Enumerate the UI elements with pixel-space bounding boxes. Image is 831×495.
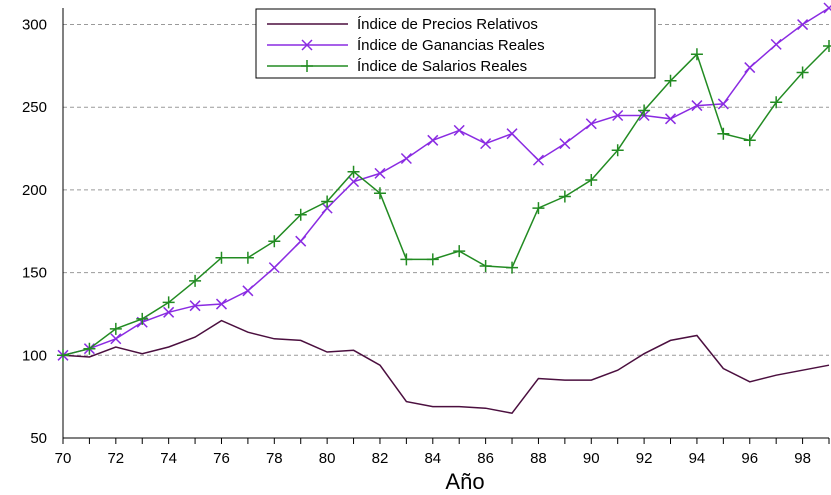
y-tick-label: 300	[22, 17, 47, 34]
data-point	[189, 300, 201, 312]
data-point	[744, 62, 756, 74]
y-tick-label: 250	[22, 99, 47, 116]
data-point	[215, 251, 228, 264]
data-point	[770, 96, 783, 109]
data-point	[611, 144, 624, 157]
data-point	[136, 312, 149, 325]
data-point	[242, 285, 254, 297]
data-point	[823, 2, 831, 14]
data-point	[268, 235, 281, 248]
x-tick-label: 82	[372, 450, 389, 467]
data-point	[400, 253, 413, 266]
data-point	[532, 154, 544, 166]
data-point	[558, 190, 571, 203]
data-point	[796, 66, 809, 79]
data-point	[691, 100, 703, 112]
data-point	[532, 202, 545, 215]
x-tick-label: 80	[319, 450, 336, 467]
series-3	[57, 40, 831, 362]
x-axis-title: Año	[445, 469, 484, 494]
data-point	[83, 342, 96, 355]
legend-label: Índice de Salarios Reales	[357, 58, 527, 75]
data-point	[57, 349, 69, 362]
series-line	[62, 319, 830, 415]
series-line	[62, 7, 830, 357]
data-point	[638, 104, 651, 117]
data-point	[506, 261, 519, 274]
data-point	[109, 322, 122, 335]
gridlines	[63, 24, 829, 356]
data-point	[162, 296, 175, 309]
data-point	[348, 176, 360, 188]
series-1	[62, 319, 830, 415]
x-tick-label: 90	[583, 450, 600, 467]
legend-label: Índice de Precios Relativos	[357, 16, 538, 33]
data-point	[770, 38, 782, 50]
x-tick-label: 96	[741, 450, 758, 467]
series-group	[57, 2, 831, 415]
data-point	[427, 134, 439, 146]
data-point	[163, 306, 175, 318]
data-point	[717, 127, 730, 140]
data-point	[301, 39, 313, 51]
legend-label: Índice de Ganancias Reales	[357, 37, 545, 54]
data-point	[743, 134, 756, 147]
data-point	[664, 113, 677, 125]
data-point	[321, 195, 334, 208]
x-tick-label: 70	[55, 450, 72, 467]
x-tick-label: 74	[160, 450, 177, 467]
data-point	[321, 202, 333, 214]
x-tick-label: 88	[530, 450, 547, 467]
data-point	[268, 262, 280, 274]
data-point	[215, 298, 228, 310]
data-point	[797, 19, 809, 31]
y-tick-label: 100	[22, 347, 47, 364]
axes	[62, 8, 830, 444]
data-point	[612, 109, 624, 122]
x-tick-label: 98	[794, 450, 811, 467]
data-point	[301, 60, 313, 72]
x-tick-label: 94	[689, 450, 706, 467]
data-point	[506, 128, 518, 140]
data-point	[823, 40, 831, 53]
data-point	[426, 253, 439, 266]
data-point	[480, 138, 492, 150]
data-point	[585, 118, 597, 130]
data-point	[373, 187, 386, 200]
y-tick-label: 200	[22, 182, 47, 199]
y-tick-label: 150	[22, 265, 47, 282]
data-point	[559, 138, 571, 150]
data-point	[453, 245, 466, 258]
x-tick-label: 78	[266, 450, 283, 467]
x-tick-label: 92	[636, 450, 653, 467]
y-tick-label: 50	[30, 430, 47, 447]
series-line	[62, 45, 830, 357]
x-tick-label: 72	[107, 450, 124, 467]
data-point	[479, 260, 492, 272]
data-point	[717, 98, 729, 110]
data-point	[664, 74, 677, 87]
x-tick-label: 86	[477, 450, 494, 467]
y-tick-labels: 50 100 150 200 250 300	[22, 17, 47, 447]
data-point	[294, 208, 307, 221]
data-point	[453, 124, 465, 136]
x-tick-label: 76	[213, 450, 230, 467]
data-point	[400, 152, 412, 165]
legend: Índice de Precios Relativos Índice de Gan…	[255, 8, 656, 79]
data-point	[295, 235, 307, 247]
data-point	[585, 174, 598, 186]
data-point	[189, 274, 202, 287]
data-point	[110, 333, 122, 345]
data-point	[690, 48, 703, 61]
data-point	[374, 167, 386, 179]
data-point	[241, 251, 254, 264]
data-point	[347, 165, 360, 178]
x-tick-labels: 70 72 74 76 78 80 82 84 86 88 90 92 94 96 98	[55, 450, 811, 467]
x-tick-label: 84	[424, 450, 441, 467]
